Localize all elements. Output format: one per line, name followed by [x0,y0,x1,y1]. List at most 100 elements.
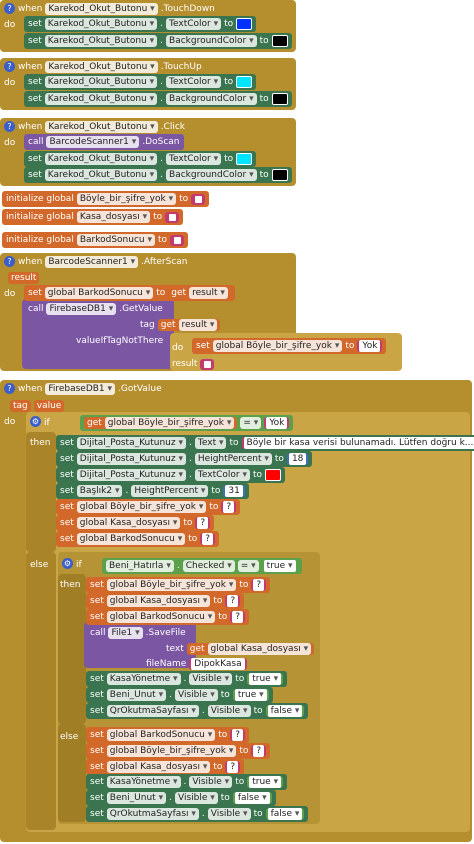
dropdown: global Kasa_dosyası [106,595,211,607]
keyword: . [189,454,192,464]
block-row: initialize globalBarkodSonucuto [2,232,189,248]
keyword: to [259,36,269,46]
empty-string [191,193,206,205]
keyword: when [18,4,43,14]
dropdown: global Böyle_bir_şifre_yok [106,745,237,757]
dropdown: QrOkutmaSayfası [106,705,199,717]
block-row: do [4,286,15,302]
value-text: 31 [225,485,243,497]
dropdown: BarcodeScanner1 [46,136,140,148]
dropdown: global BarkodSonucu [106,729,216,741]
block-row: if [76,557,82,573]
keyword: set [28,19,42,29]
dropdown: Beni_Hatırla [106,560,174,572]
block-row: do [4,75,15,91]
dropdown: global BarkodSonucu [106,611,216,623]
dropdown: Başlık2 [76,485,123,497]
keyword: set [60,470,74,480]
keyword: to [229,438,239,448]
keyword: to [274,454,284,464]
keyword: .SaveFile [145,628,186,638]
keyword: . [125,486,129,496]
keyword: to [224,77,234,87]
keyword: set [90,706,104,716]
dropdown: global Kasa_dosyası [76,517,181,529]
keyword: result [172,359,198,369]
block-row: tag value [10,398,65,414]
string-block: ? [225,761,241,773]
value-text: ? [253,579,265,591]
dropdown: global Böyle_bir_şifre_yok [76,501,207,513]
dropdown: TextColor [166,18,222,30]
keyword: . [176,561,180,571]
dropdown: Beni_Unut [106,792,167,804]
keyword: then [30,438,51,448]
keyword: set [60,486,74,496]
dropdown: Text [194,437,227,449]
block-shape [26,432,56,552]
keyword: if [76,560,82,570]
color-swatch [236,18,253,30]
block-row: tag get result [140,317,221,333]
keyword: set [28,94,42,104]
keyword: set [60,518,74,528]
keyword: initialize global [6,235,74,245]
keyword: if [44,418,50,428]
keyword: initialize global [6,194,74,204]
keyword: when [18,122,43,132]
string-block: ? [230,729,246,741]
dropdown: Visible [174,792,218,804]
get-block: get result [168,287,231,299]
value-text: false [234,792,270,804]
color-swatch [271,169,288,181]
dropdown: Karekod_Okut_Butonu [45,3,158,15]
icon: ⚙ [30,416,41,427]
dropdown: Kasa_dosyası [76,211,151,223]
boolean-block: true [247,776,284,788]
keyword: to [220,793,230,803]
keyword: get [189,644,205,654]
keyword: get [160,320,176,330]
variable-dropdown: global Kasa_dosyası [207,643,312,655]
keyword: set [90,580,104,590]
value-text: false [267,705,303,717]
dropdown: global Böyle_bir_şifre_yok [106,579,237,591]
value-text: 18 [288,453,307,465]
dropdown: Visible [189,673,233,685]
block-row: else [60,729,78,745]
keyword: .DoScan [142,137,180,147]
icon: ? [4,3,15,14]
dropdown: global BarkodSonucu [76,533,186,545]
value-text: ? [223,501,235,513]
keyword: to [158,235,168,245]
keyword: .Click [160,122,185,132]
keyword: to [253,706,263,716]
block-row: valueIfTagNotThere [76,333,163,349]
dropdown: KasaYönetme [106,673,181,685]
string-block: Böyle bir kasa verisi bulunamadı. Lütfen… [241,437,474,449]
dropdown: Karekod_Okut_Butonu [44,93,158,105]
keyword: to [239,746,249,756]
keyword: when [18,384,43,394]
keyword: set [90,746,104,756]
keyword: to [252,470,263,480]
boolean-block: false [265,808,305,820]
keyword: . [183,777,187,787]
keyword: .GotValue [118,384,162,394]
empty-string [165,211,180,223]
get-block: get result [157,319,221,331]
icon: ? [4,121,15,132]
keyword: fileName [146,659,187,669]
keyword: .TouchUp [160,62,202,72]
keyword: do [4,417,16,427]
string-block: DipokKasa [189,658,247,670]
